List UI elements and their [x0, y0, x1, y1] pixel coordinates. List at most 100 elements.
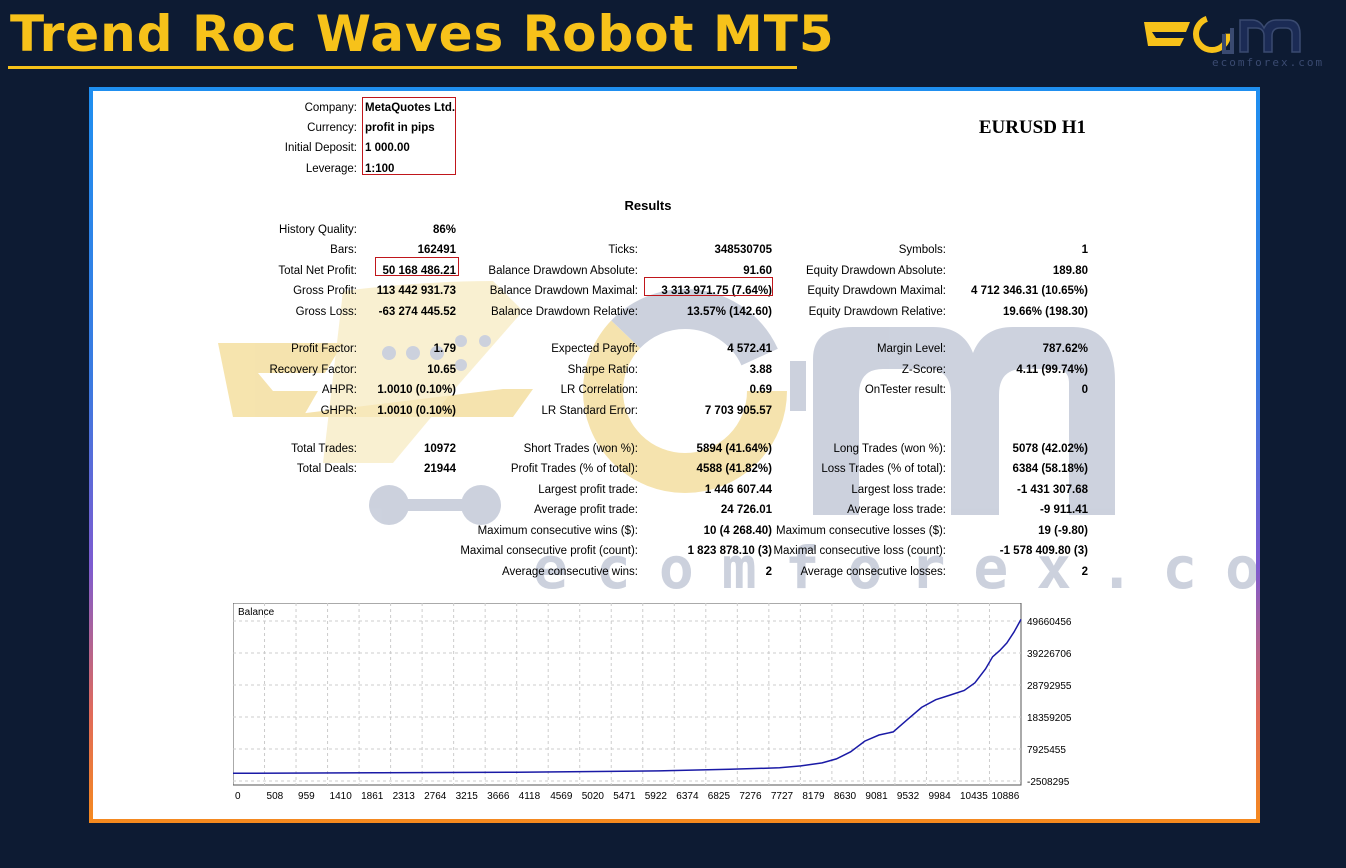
- page-title: Trend Roc Waves Robot MT5: [10, 5, 835, 63]
- col3-value: 0: [1081, 384, 1088, 396]
- col2-label: Balance Drawdown Maximal:: [489, 285, 638, 297]
- col1-label: Gross Loss:: [295, 306, 357, 318]
- info-value-deposit: 1 000.00: [365, 142, 410, 154]
- symbol-timeframe: EURUSD H1: [978, 117, 1086, 138]
- col3-value: -9 911.41: [1040, 504, 1088, 516]
- col3-value: 189.80: [1052, 265, 1088, 277]
- chart-x-tick-label: 1410: [330, 791, 353, 802]
- col1-label: History Quality:: [279, 224, 357, 236]
- col3-label: OnTester result:: [864, 384, 946, 396]
- chart-y-tick-label: -2508295: [1027, 777, 1070, 788]
- col3-label: Loss Trades (% of total):: [821, 463, 946, 475]
- col3-value: 6384 (58.18%): [1012, 463, 1088, 475]
- col1-value: -63 274 445.52: [378, 306, 456, 318]
- chart-y-tick-label: 28792955: [1027, 681, 1072, 692]
- chart-x-tick-label: 3215: [456, 791, 479, 802]
- balance-chart: Balance 0 508 959 1410 1861 2313 2764 3215 3666 4…: [233, 603, 1072, 802]
- chart-x-tick-label: 8630: [834, 791, 857, 802]
- info-value-company: MetaQuotes Ltd.: [365, 102, 456, 114]
- chart-x-tick-label: 3666: [487, 791, 510, 802]
- col2-label: Ticks:: [608, 244, 638, 256]
- chart-y-tick-label: 7925455: [1027, 745, 1066, 756]
- col1-value: 86%: [432, 224, 456, 236]
- col2-label: LR Standard Error:: [541, 405, 638, 417]
- ecom-logo-icon: [1144, 15, 1301, 54]
- info-value-currency: profit in pips: [365, 122, 435, 134]
- chart-x-tick-label: 7276: [739, 791, 762, 802]
- col1-label: Total Net Profit:: [278, 265, 357, 277]
- col2-value: 1 823 878.10 (3): [687, 545, 772, 557]
- chart-x-tick-label: 2764: [424, 791, 447, 802]
- col2-label: Sharpe Ratio:: [567, 364, 638, 376]
- chart-x-tick-label: 508: [267, 791, 284, 802]
- chart-x-tick-label: 4118: [519, 791, 541, 802]
- col1-label: AHPR:: [321, 384, 357, 396]
- chart-x-tick-label: 9984: [928, 791, 951, 802]
- chart-x-axis: 0 508 959 1410 1861 2313 2764 3215 3666 4118 4569 5…: [235, 791, 1020, 802]
- chart-x-tick-label: 10435: [960, 791, 988, 802]
- col3-value: -1 431 307.68: [1017, 484, 1088, 496]
- chart-x-tick-label: 4569: [550, 791, 573, 802]
- col1-label: Total Deals:: [296, 463, 357, 475]
- col1-label: Total Trades:: [291, 443, 357, 455]
- col3-label: Largest loss trade:: [851, 484, 946, 496]
- col3-value: 787.62%: [1042, 343, 1088, 355]
- col2-value: 13.57% (142.60): [686, 306, 772, 318]
- col3-value: 1: [1081, 244, 1088, 256]
- col3-label: Symbols:: [898, 244, 946, 256]
- col1-value: 1.0010 (0.10%): [377, 405, 456, 417]
- col2-value: 348530705: [714, 244, 772, 256]
- chart-x-tick-label: 9532: [897, 791, 920, 802]
- col1-label: GHPR:: [320, 405, 357, 417]
- col1-value: 1.79: [433, 343, 456, 355]
- chart-x-tick-label: 7727: [771, 791, 794, 802]
- col2-value: 7 703 905.57: [704, 405, 772, 417]
- info-label-leverage: Leverage:: [305, 163, 357, 175]
- col1-value: 10972: [424, 443, 456, 455]
- col2-label: LR Correlation:: [560, 384, 638, 396]
- col2-value: 10 (4 268.40): [703, 525, 772, 537]
- col2-value: 91.60: [743, 265, 772, 277]
- col3-label: Z-Score:: [901, 364, 946, 376]
- col2-value: 24 726.01: [720, 504, 772, 516]
- col2-label: Balance Drawdown Absolute:: [488, 265, 638, 277]
- col2-label: Average profit trade:: [534, 504, 638, 516]
- col3-label: Long Trades (won %):: [833, 443, 946, 455]
- chart-y-tick-label: 18359205: [1027, 713, 1072, 724]
- col3-value: 4.11 (99.74%): [1016, 364, 1088, 376]
- chart-x-tick-label: 1861: [361, 791, 384, 802]
- col3-value: -1 578 409.80 (3): [999, 545, 1088, 557]
- col1-label: Bars:: [330, 244, 357, 256]
- col2-label: Maximum consecutive wins ($):: [477, 525, 638, 537]
- chart-x-tick-label: 959: [298, 791, 315, 802]
- col3-label: Margin Level:: [876, 343, 946, 355]
- chart-x-tick-label: 5922: [645, 791, 668, 802]
- col3-label: Maximum consecutive losses ($):: [776, 525, 946, 537]
- col3-label: Maximal consecutive loss (count):: [773, 545, 946, 557]
- col2-value: 3.88: [749, 364, 772, 376]
- chart-x-tick-label: 6825: [708, 791, 731, 802]
- col3-value: 19 (-9.80): [1038, 525, 1088, 537]
- col1-label: Profit Factor:: [291, 343, 357, 355]
- col1-value: 10.65: [427, 364, 456, 376]
- col3-label: Equity Drawdown Relative:: [808, 306, 946, 318]
- info-highlight-box: [362, 97, 456, 175]
- info-label-currency: Currency:: [307, 122, 357, 134]
- info-label-company: Company:: [304, 102, 357, 114]
- col2-value: 0.69: [749, 384, 772, 396]
- results-heading: Results: [624, 198, 672, 213]
- col2-value: 3 313 971.75 (7.64%): [661, 285, 772, 297]
- chart-y-axis: 49660456 39226706 28792955 18359205 7925455 -…: [1027, 617, 1072, 788]
- title-underline: [8, 66, 797, 69]
- info-label-deposit: Initial Deposit:: [284, 142, 357, 154]
- col1-value: 50 168 486.21: [382, 265, 456, 277]
- col3-label: Average consecutive losses:: [800, 566, 946, 578]
- col3-label: Equity Drawdown Absolute:: [806, 265, 946, 277]
- col2-label: Profit Trades (% of total):: [510, 463, 638, 475]
- col2-label: Balance Drawdown Relative:: [490, 306, 638, 318]
- col1-label: Gross Profit:: [293, 285, 357, 297]
- col1-value: 162491: [417, 244, 456, 256]
- col2-value: 4 572.41: [727, 343, 772, 355]
- col2-value: 2: [765, 566, 772, 578]
- col3-label: Average loss trade:: [847, 504, 946, 516]
